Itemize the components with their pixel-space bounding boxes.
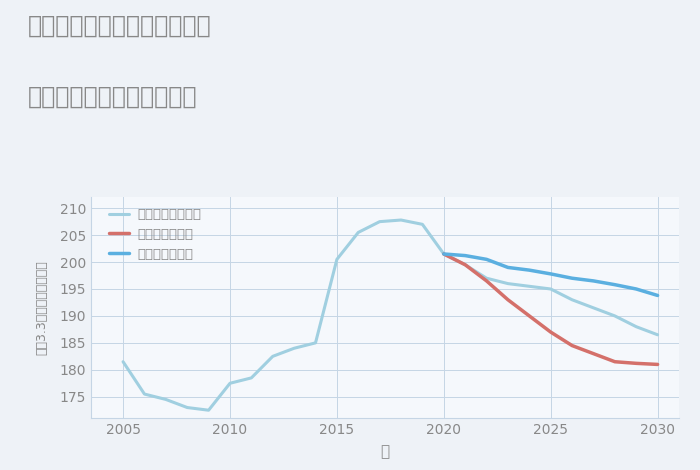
Y-axis label: 坪（3.3㎡）単価（万円）: 坪（3.3㎡）単価（万円） [36, 260, 48, 355]
ノーマルシナリオ [397, 217, 405, 223]
バッドシナリオ [568, 343, 576, 348]
バッドシナリオ [610, 359, 619, 365]
ノーマルシナリオ [375, 219, 384, 225]
グッドシナリオ [547, 271, 555, 277]
グッドシナリオ [653, 293, 662, 298]
グッドシナリオ [589, 278, 598, 284]
ノーマルシナリオ [226, 380, 234, 386]
グッドシナリオ [568, 275, 576, 281]
ノーマルシナリオ [312, 340, 320, 346]
バッドシナリオ [482, 278, 491, 284]
ノーマルシナリオ [568, 297, 576, 303]
ノーマルシナリオ [547, 286, 555, 292]
グッドシナリオ [440, 251, 448, 257]
グッドシナリオ [610, 282, 619, 288]
ノーマルシナリオ [119, 359, 127, 365]
グッドシナリオ [461, 253, 470, 258]
ノーマルシナリオ [461, 262, 470, 267]
ノーマルシナリオ [290, 345, 298, 351]
Legend: ノーマルシナリオ, バッドシナリオ, グッドシナリオ: ノーマルシナリオ, バッドシナリオ, グッドシナリオ [109, 208, 201, 260]
ノーマルシナリオ [525, 283, 533, 289]
Text: 中古マンションの価格推移: 中古マンションの価格推移 [28, 85, 197, 109]
ノーマルシナリオ [183, 405, 191, 410]
グッドシナリオ [504, 265, 512, 270]
グッドシナリオ [525, 267, 533, 273]
バッドシナリオ [525, 313, 533, 319]
Line: グッドシナリオ: グッドシナリオ [444, 254, 657, 296]
ノーマルシナリオ [269, 353, 277, 359]
ノーマルシナリオ [589, 305, 598, 311]
ノーマルシナリオ [653, 332, 662, 337]
ノーマルシナリオ [354, 230, 363, 235]
グッドシナリオ [632, 286, 640, 292]
ノーマルシナリオ [332, 257, 341, 262]
ノーマルシナリオ [482, 275, 491, 281]
ノーマルシナリオ [632, 324, 640, 329]
バッドシナリオ [632, 360, 640, 366]
バッドシナリオ [547, 329, 555, 335]
ノーマルシナリオ [440, 251, 448, 257]
グッドシナリオ [482, 257, 491, 262]
バッドシナリオ [589, 351, 598, 356]
ノーマルシナリオ [418, 221, 426, 227]
バッドシナリオ [440, 251, 448, 257]
バッドシナリオ [653, 361, 662, 367]
ノーマルシナリオ [162, 397, 170, 402]
バッドシナリオ [504, 297, 512, 303]
Line: バッドシナリオ: バッドシナリオ [444, 254, 657, 364]
ノーマルシナリオ [610, 313, 619, 319]
Text: 兵庫県西宮市上ヶ原二番町の: 兵庫県西宮市上ヶ原二番町の [28, 14, 211, 38]
Line: ノーマルシナリオ: ノーマルシナリオ [123, 220, 657, 410]
ノーマルシナリオ [140, 391, 148, 397]
ノーマルシナリオ [247, 375, 256, 381]
ノーマルシナリオ [204, 407, 213, 413]
ノーマルシナリオ [504, 281, 512, 286]
X-axis label: 年: 年 [380, 444, 390, 459]
バッドシナリオ [461, 262, 470, 267]
